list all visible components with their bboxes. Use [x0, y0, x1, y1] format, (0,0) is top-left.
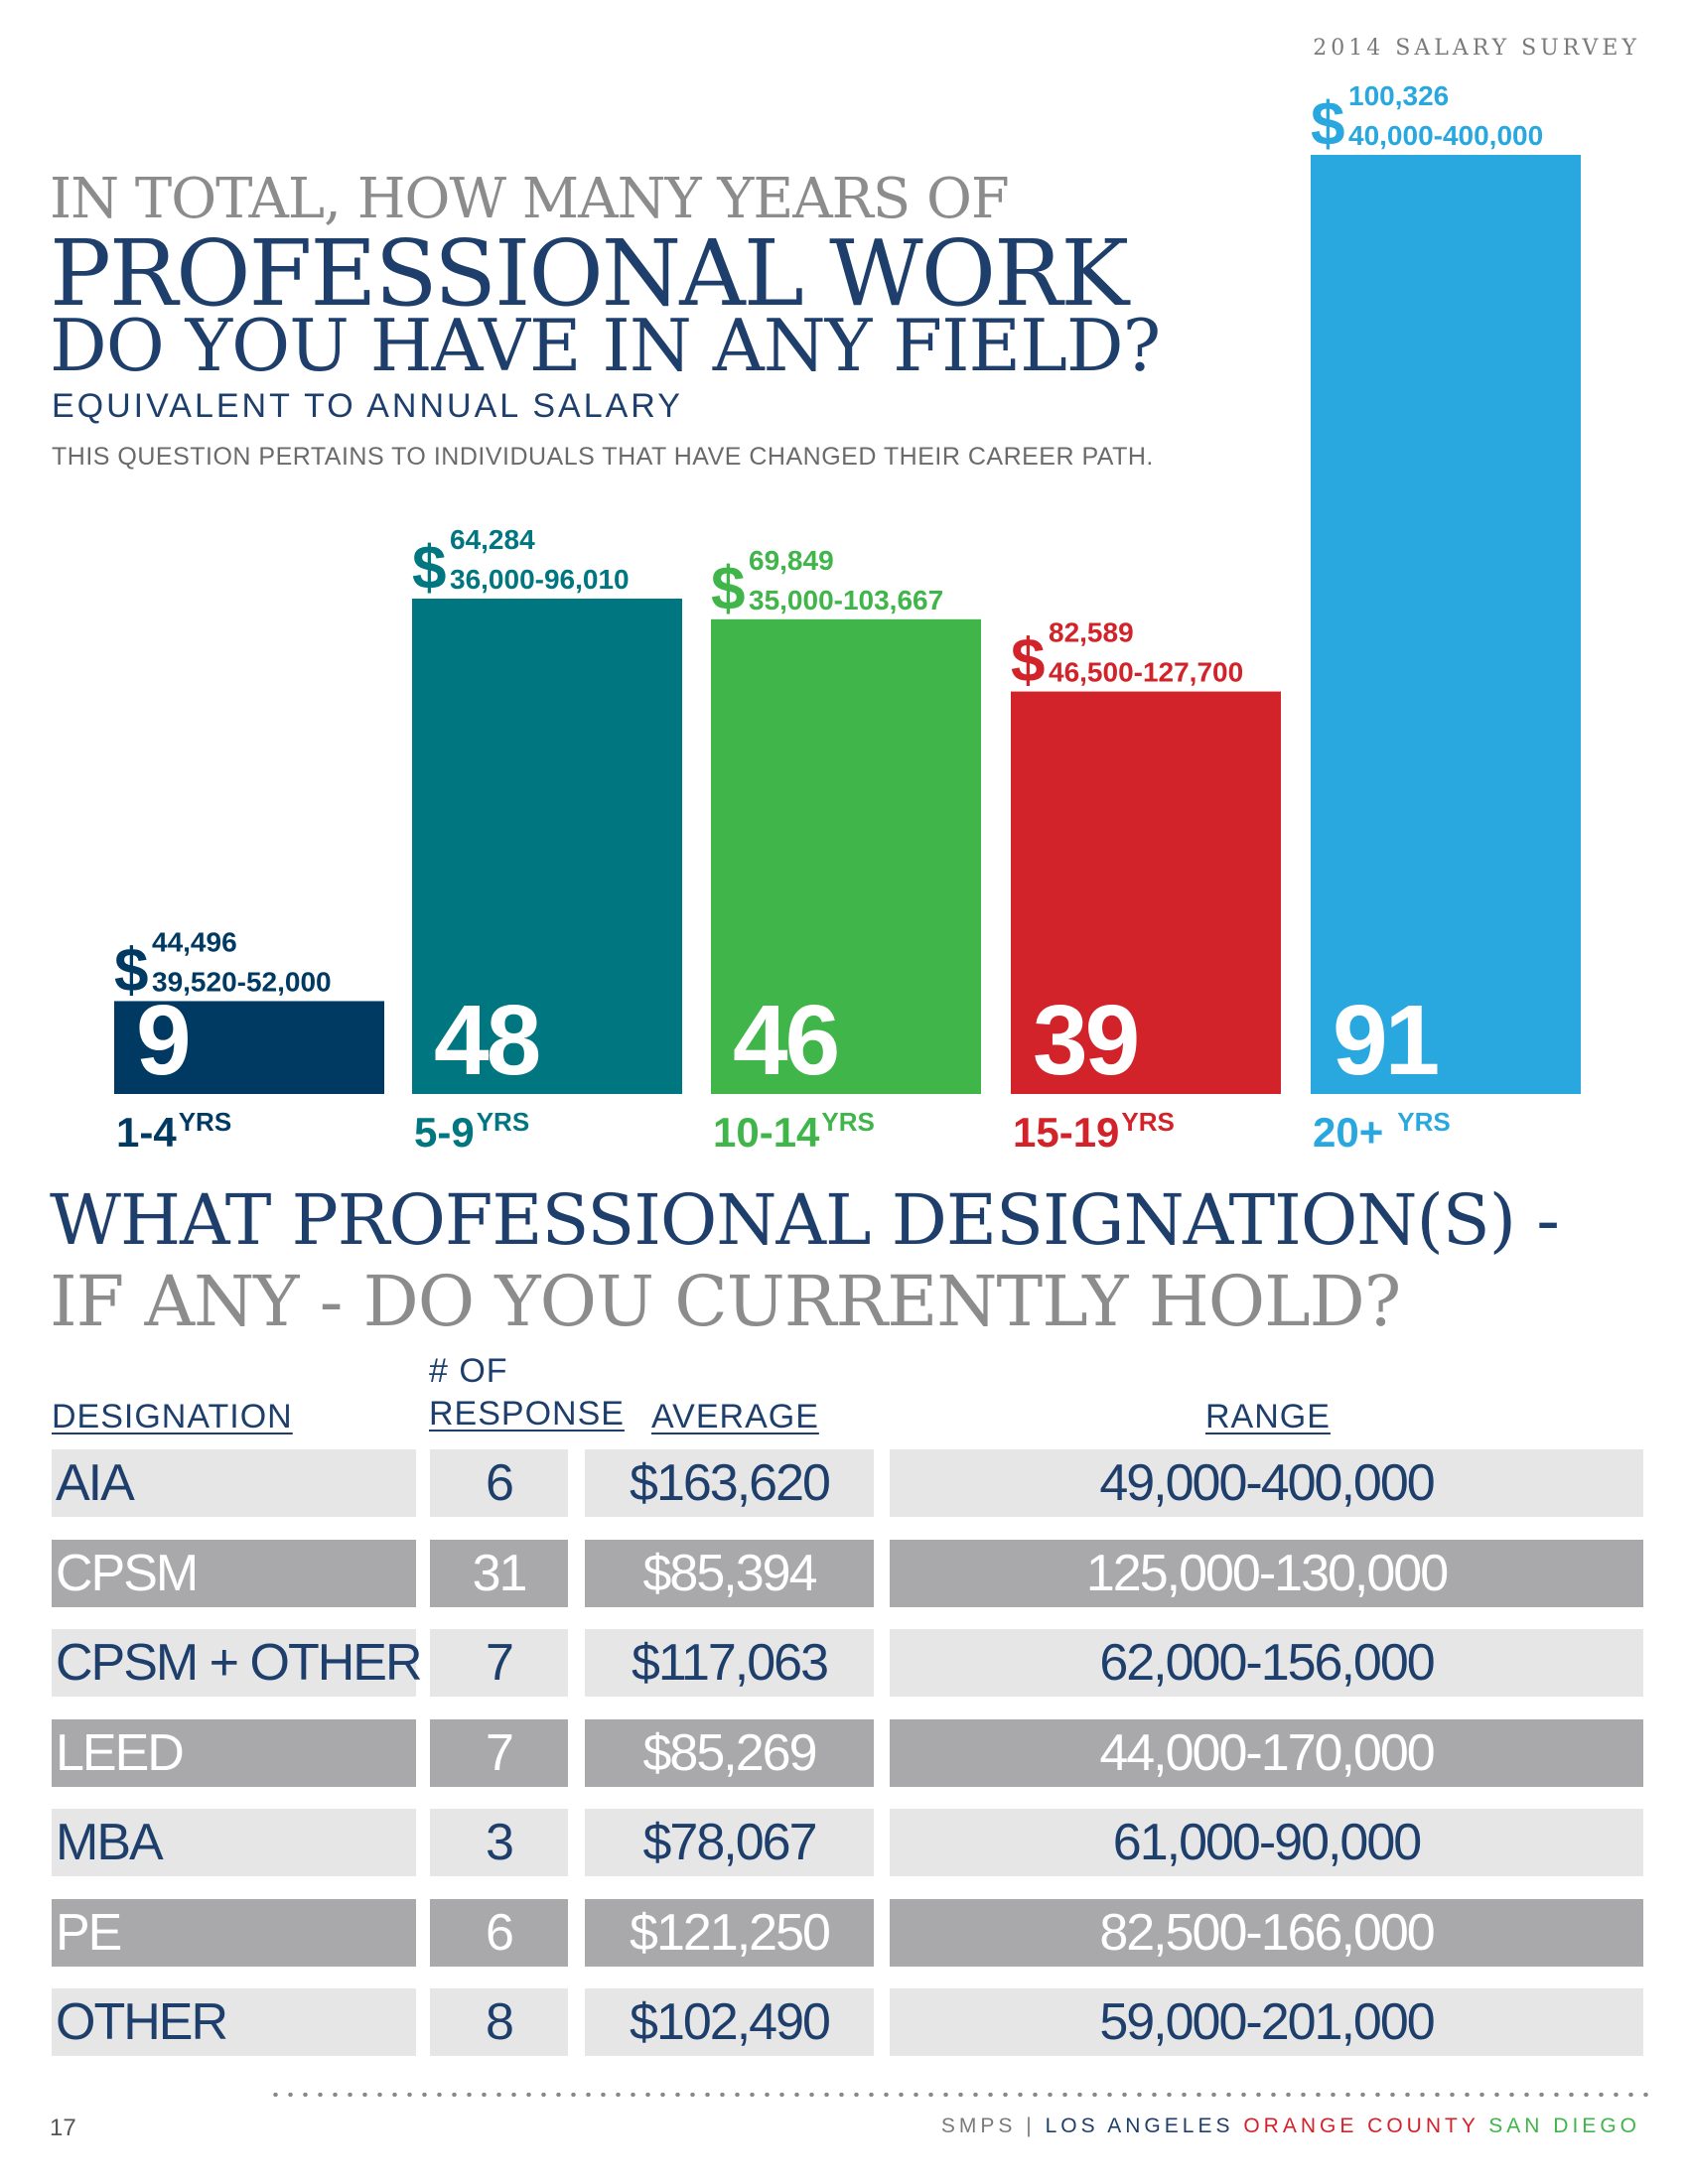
salary-range-label: 35,000-103,667 [749, 585, 943, 615]
category-label: 5-9YRS [414, 1107, 529, 1152]
header-responses-top: # OF [429, 1352, 508, 1390]
salary-range-label: 40,000-400,000 [1348, 120, 1543, 151]
header-range: RANGE [1205, 1398, 1331, 1435]
bar-count-label: 91 [1333, 985, 1438, 1096]
category-label: 10-14YRS [713, 1107, 875, 1152]
cell-range: 49,000-400,000 [890, 1449, 1643, 1517]
question1-note: THIS QUESTION PERTAINS TO INDIVIDUALS TH… [52, 443, 1154, 471]
cell-responses: 7 [430, 1718, 568, 1787]
category-range: 10-14 [713, 1109, 820, 1152]
footer-org: SMPS [940, 2115, 1017, 2137]
survey-header-tag: 2014 SALARY SURVEY [1313, 36, 1640, 61]
question1-subtitle: EQUIVALENT TO ANNUAL SALARY [52, 387, 683, 425]
cell-responses: 6 [430, 1898, 568, 1967]
footer-region-san-diego: SAN DIEGO [1488, 2115, 1640, 2137]
dollar-sign-icon: $ [114, 936, 148, 1005]
page-number: 17 [50, 2115, 76, 2141]
question2-line1: WHAT PROFESSIONAL DESIGNATION(S) - [50, 1179, 1560, 1261]
cell-average: $117,063 [585, 1629, 874, 1697]
cell-average: $85,394 [585, 1539, 874, 1607]
average-salary-label: 69,849 [749, 545, 834, 576]
bar-count-label: 9 [136, 985, 189, 1096]
salary-range-label: 36,000-96,010 [450, 564, 630, 595]
table-row: CPSM 31 $85,394 125,000-130,000 [0, 1539, 1688, 1607]
cell-range: 59,000-201,000 [890, 1988, 1643, 2056]
dollar-sign-icon: $ [412, 534, 446, 603]
cell-range: 82,500-166,000 [890, 1898, 1643, 1967]
category-range: 5-9 [414, 1109, 475, 1152]
cell-designation: MBA [52, 1809, 416, 1876]
category-suffix: YRS [477, 1107, 529, 1137]
category-range: 15-19 [1013, 1109, 1119, 1152]
bar-1-4-yrs [114, 1001, 384, 1094]
header-responses-bottom: RESPONSE [429, 1395, 625, 1433]
salary-range-label: 39,520-52,000 [152, 966, 332, 997]
category-range: 1-4 [116, 1109, 177, 1152]
cell-average: $85,269 [585, 1718, 874, 1787]
average-salary-label: 64,284 [450, 524, 535, 555]
category-suffix: YRS [1121, 1107, 1174, 1137]
header-average: AVERAGE [651, 1398, 819, 1435]
table-row: PE 6 $121,250 82,500-166,000 [0, 1898, 1688, 1967]
cell-designation: CPSM + OTHER [52, 1629, 423, 1697]
bar-15-19-yrs [1011, 691, 1281, 1094]
question1-line3: DO YOU HAVE IN ANY FIELD? [50, 304, 1161, 387]
table-row: CPSM + OTHER 7 $117,063 62,000-156,000 [0, 1629, 1688, 1697]
cell-designation: PE [52, 1898, 416, 1967]
bar-count-label: 46 [733, 985, 837, 1096]
cell-responses: 6 [430, 1449, 568, 1517]
bar-count-label: 39 [1033, 985, 1137, 1096]
cell-responses: 7 [430, 1629, 568, 1697]
cell-average: $163,620 [585, 1449, 874, 1517]
bar-20+-yrs [1311, 155, 1581, 1094]
cell-designation: OTHER [52, 1988, 416, 2056]
table-row: OTHER 8 $102,490 59,000-201,000 [0, 1988, 1688, 2056]
footer-region-los-angeles: LOS ANGELES [1045, 2115, 1234, 2137]
cell-range: 44,000-170,000 [890, 1718, 1643, 1787]
footer-dotted-rule [268, 2093, 1648, 2097]
dollar-sign-icon: $ [1011, 627, 1045, 696]
bar-count-label: 48 [434, 985, 539, 1096]
category-suffix: YRS [1397, 1107, 1450, 1137]
cell-range: 61,000-90,000 [890, 1809, 1643, 1876]
footer-separator: | [1026, 2115, 1036, 2137]
cell-average: $78,067 [585, 1809, 874, 1876]
category-range: 20+ [1313, 1109, 1383, 1152]
cell-range: 125,000-130,000 [890, 1539, 1643, 1607]
cell-range: 62,000-156,000 [890, 1629, 1643, 1697]
category-label: 15-19YRS [1013, 1107, 1175, 1152]
footer-region-orange-county: ORANGE COUNTY [1243, 2115, 1479, 2137]
bar-5-9-yrs [412, 599, 682, 1094]
category-label: 20+ YRS [1313, 1107, 1451, 1152]
cell-responses: 8 [430, 1988, 568, 2056]
table-row: LEED 7 $85,269 44,000-170,000 [0, 1718, 1688, 1787]
average-salary-label: 100,326 [1348, 80, 1449, 111]
average-salary-label: 82,589 [1049, 617, 1134, 648]
bar-10-14-yrs [711, 618, 981, 1094]
category-label: 1-4YRS [116, 1107, 231, 1152]
table-row: AIA 6 $163,620 49,000-400,000 [0, 1449, 1688, 1517]
cell-average: $121,250 [585, 1898, 874, 1967]
cell-designation: LEED [52, 1718, 416, 1787]
cell-designation: CPSM [52, 1539, 416, 1607]
header-designation: DESIGNATION [52, 1398, 293, 1435]
cell-designation: AIA [52, 1449, 416, 1517]
category-suffix: YRS [179, 1107, 231, 1137]
question2-line2: IF ANY - DO YOU CURRENTLY HOLD? [50, 1261, 1401, 1342]
cell-average: $102,490 [585, 1988, 874, 2056]
salary-range-label: 46,500-127,700 [1049, 657, 1243, 688]
question1-line2: PROFESSIONAL WORK [50, 220, 1129, 327]
footer-org-regions: SMPS | LOS ANGELES ORANGE COUNTY SAN DIE… [941, 2115, 1640, 2138]
dollar-sign-icon: $ [711, 555, 745, 623]
table-row: MBA 3 $78,067 61,000-90,000 [0, 1809, 1688, 1876]
cell-responses: 31 [430, 1539, 568, 1607]
dollar-sign-icon: $ [1311, 90, 1344, 159]
question1-line1: IN TOTAL, HOW MANY YEARS OF [50, 167, 1010, 231]
average-salary-label: 44,496 [152, 926, 237, 957]
category-suffix: YRS [821, 1107, 874, 1137]
cell-responses: 3 [430, 1809, 568, 1876]
